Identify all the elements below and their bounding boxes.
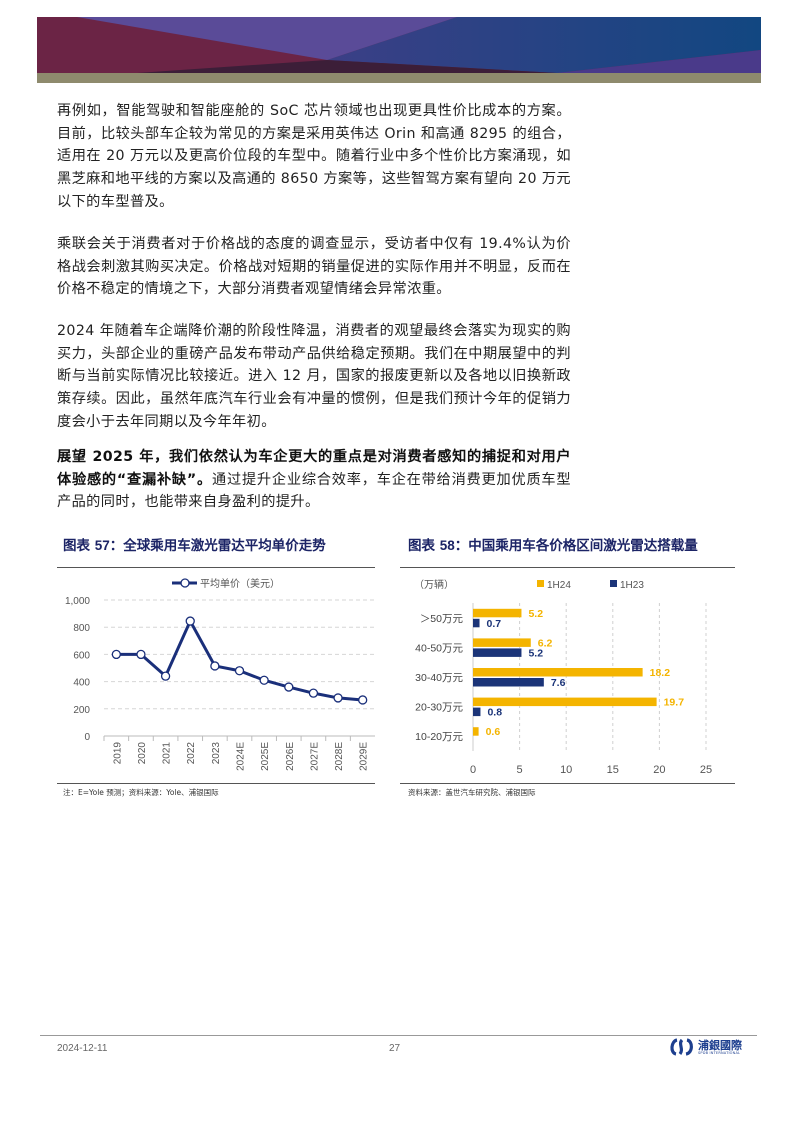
bar-1H24	[473, 727, 479, 736]
data-label: 7.6	[551, 677, 566, 689]
chart57-title-prefix: 图表	[63, 538, 95, 554]
unit-label: （万辆）	[414, 578, 454, 591]
data-point	[111, 649, 121, 660]
y-tick-label: 200	[73, 705, 90, 716]
logo-cn: 浦銀國際	[698, 1038, 742, 1052]
legend-label: 平均单价（美元）	[200, 577, 280, 590]
chart58-title-num: 58	[439, 538, 455, 553]
paragraph-2: 乘联会关于消费者对于价格战的态度的调查显示，受访者中仅有 19.4%认为价格战会…	[57, 236, 571, 298]
legend-swatch	[537, 580, 544, 587]
legend-marker	[180, 578, 190, 588]
y-category-label: 40-50万元	[415, 642, 463, 654]
chart58-note: 资料来源：盖世汽车研究院、浦银国际	[408, 788, 536, 797]
data-point	[358, 695, 368, 705]
chart57-bottom-rule	[57, 783, 375, 784]
x-tick-label: 2019	[112, 742, 123, 765]
x-tick-label: 2023	[211, 742, 222, 765]
data-point	[160, 671, 171, 681]
y-tick-label: 600	[73, 650, 90, 661]
chart57-line-chart: 0 200 400 600 800 1,000 2019 2020 2021 2022 2023 20…	[65, 577, 375, 771]
bar-1H23	[473, 618, 480, 628]
bar-1H24	[473, 668, 643, 677]
x-tick-label: 2028E	[334, 742, 345, 771]
chart58-title: 图表 58：中国乘用车各价格区间激光雷达搭载量	[408, 534, 698, 554]
bar-1H23	[473, 648, 522, 657]
bar-1H24	[473, 697, 657, 707]
data-label: 5.2	[528, 647, 543, 659]
chart57-note: 注：E=Yole 预测；资料来源：Yole、浦银国际	[63, 788, 219, 797]
legend-label: 1H23	[620, 580, 644, 591]
data-point	[234, 666, 245, 676]
data-label: 5.2	[528, 608, 543, 620]
y-tick-label: 0	[84, 732, 90, 743]
paragraph-1: 再例如，智能驾驶和智能座舱的 SoC 芯片领域也出现更具性价比成本的方案。目前，…	[57, 103, 571, 210]
legend-label: 1H24	[547, 580, 571, 591]
y-tick-label: 800	[73, 623, 90, 634]
x-tick-label: 2021	[162, 742, 173, 765]
header-banner	[37, 17, 761, 73]
footer-rule	[40, 1035, 757, 1036]
x-tick-label: 5	[517, 764, 523, 776]
logo-en: SPDB INTERNATIONAL	[698, 1050, 741, 1055]
paragraph-4-text: 通过提升企业综合效率，车企在带给消费更加优质车型产品的同时，也能带来自身盈利的提…	[57, 471, 571, 511]
data-label: 0.8	[487, 707, 502, 719]
y-category-label: ＞50万元	[420, 613, 464, 625]
paragraph-4: 展望 2025 年，我们依然认为车企更大的重点是对消费者感知的捕捉和对用户体验感…	[57, 446, 571, 514]
chart58-bar-chart: 0 5 10 15 20 25＞50万元 5.20.740-50万元 6.25.230-40万…	[414, 578, 712, 776]
x-tick-label: 2029E	[359, 742, 370, 771]
data-point	[308, 688, 319, 698]
logo-mark-icon	[670, 1038, 693, 1056]
chart57-title-text: ：全球乘用车激光雷达平均单价走势	[109, 538, 326, 554]
series-line	[116, 619, 363, 702]
data-point	[333, 693, 343, 703]
chart57-title-num: 57	[94, 538, 110, 553]
data-point	[136, 649, 146, 660]
data-label: 0.7	[487, 618, 502, 630]
data-point	[284, 682, 294, 692]
x-tick-label: 2027E	[309, 742, 320, 771]
chart58-title-prefix: 图表	[408, 538, 440, 554]
x-tick-label: 10	[560, 764, 572, 776]
y-category-label: 30-40万元	[415, 672, 463, 684]
x-tick-label: 25	[700, 764, 712, 776]
paragraph-4-bold: 展望 2025 年，我们依然认为车企更大的重点是对消费者感知的捕捉和对用户体验感…	[57, 449, 571, 488]
y-tick-label: 1,000	[65, 596, 90, 607]
x-tick-label: 2024E	[236, 742, 247, 771]
y-category-label: 10-20万元	[415, 731, 463, 743]
chart57-top-rule	[57, 567, 375, 568]
x-tick-label: 20	[653, 764, 665, 776]
chart58-top-rule	[400, 567, 735, 568]
x-tick-label: 2025E	[260, 742, 271, 771]
x-tick-label: 2022	[186, 742, 197, 765]
chart58-title-text: ：中国乘用车各价格区间激光雷达搭载量	[454, 538, 698, 554]
data-label: 19.7	[664, 697, 685, 709]
data-point	[185, 616, 195, 626]
data-label: 6.2	[538, 637, 553, 649]
bar-1H24	[473, 608, 522, 618]
paragraph-3: 2024 年随着车企端降价潮的阶段性降温，消费者的观望最终会落实为现实的购买力，…	[57, 323, 571, 430]
chart57-title: 图表 57：全球乘用车激光雷达平均单价走势	[63, 534, 326, 554]
y-tick-label: 400	[73, 678, 90, 689]
footer-date: 2024-12-11	[57, 1043, 108, 1054]
bar-1H24	[473, 638, 531, 647]
x-tick-label: 15	[607, 764, 619, 776]
page-number: 27	[389, 1043, 401, 1054]
data-point	[259, 675, 269, 685]
header-rule	[37, 73, 761, 83]
y-category-label: 20-30万元	[415, 702, 463, 714]
bar-1H23	[473, 707, 481, 717]
company-logo: 浦銀國際 SPDB INTERNATIONAL	[670, 1038, 742, 1056]
data-label: 18.2	[650, 667, 671, 679]
data-label: 0.6	[486, 726, 501, 738]
x-tick-label: 2026E	[285, 742, 296, 771]
x-tick-label: 2020	[137, 742, 148, 765]
x-tick-label: 0	[470, 764, 476, 776]
bar-1H23	[473, 678, 544, 687]
data-point	[210, 661, 220, 671]
chart58-bottom-rule	[400, 783, 735, 784]
legend-swatch	[610, 580, 617, 587]
